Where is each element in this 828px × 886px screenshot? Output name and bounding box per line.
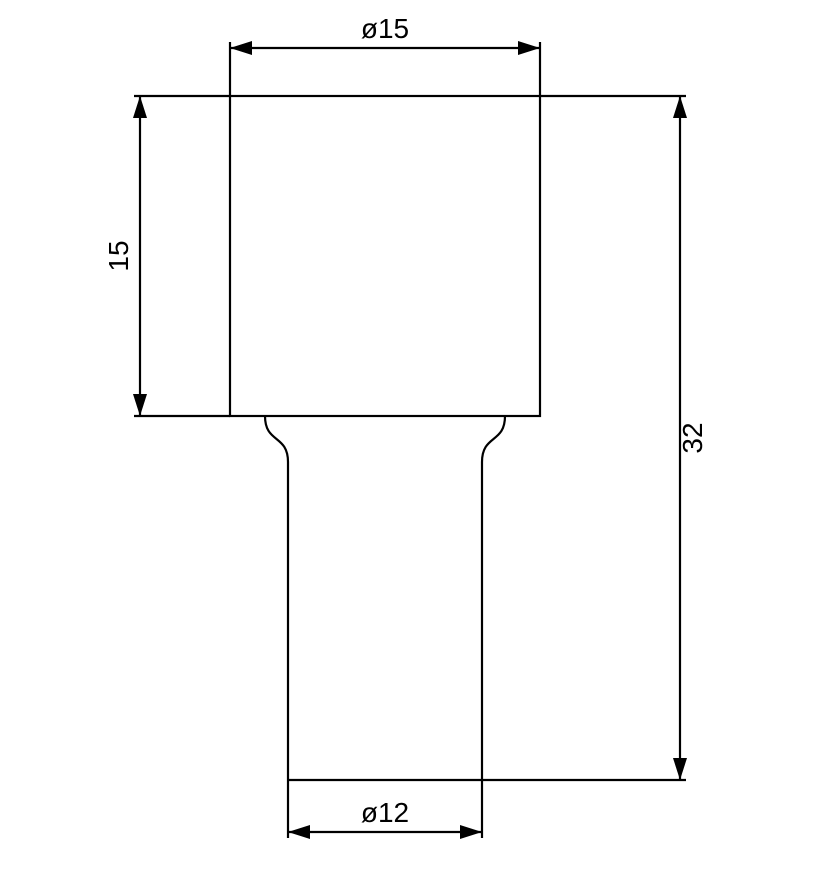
dim-label-shade-height: 15 bbox=[103, 240, 134, 271]
lamp-shade bbox=[230, 96, 540, 416]
arrow-head bbox=[518, 41, 540, 55]
dim-label-top-diameter: ø15 bbox=[361, 13, 409, 44]
dim-label-total-height: 32 bbox=[677, 422, 708, 453]
lamp-neck bbox=[265, 416, 505, 462]
arrow-head bbox=[460, 825, 482, 839]
technical-drawing: ø15 15 32 ø12 bbox=[0, 0, 828, 886]
arrow-head bbox=[673, 96, 687, 118]
arrow-head bbox=[230, 41, 252, 55]
arrow-head bbox=[133, 394, 147, 416]
arrow-head bbox=[133, 96, 147, 118]
arrow-head bbox=[288, 825, 310, 839]
dim-label-base-diameter: ø12 bbox=[361, 797, 409, 828]
arrow-head bbox=[673, 758, 687, 780]
